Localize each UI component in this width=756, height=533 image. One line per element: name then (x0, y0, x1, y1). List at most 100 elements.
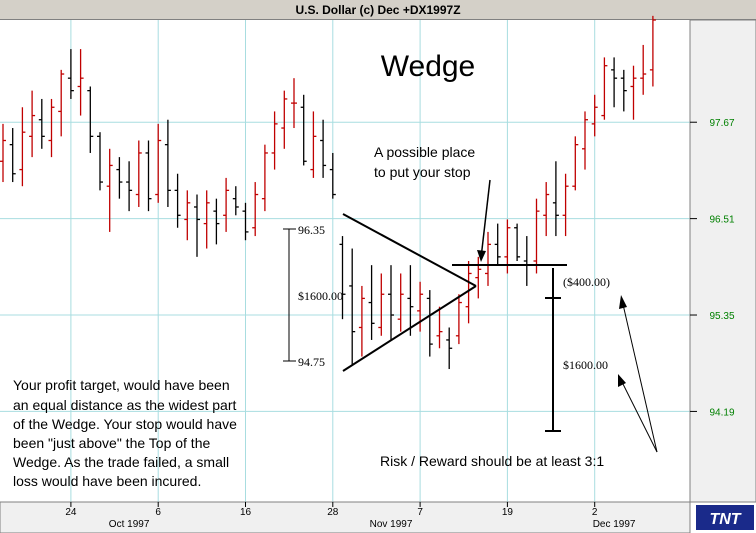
y-tick-label: 97.67 (709, 118, 734, 129)
ohlc-bar (630, 65, 637, 120)
ohlc-bar (19, 107, 26, 187)
ohlc-bar (591, 94, 598, 137)
note-line-3: of the Wedge. Your stop would have (13, 416, 237, 432)
ohlc-bar (9, 128, 16, 183)
x-tick-label: 2 (592, 507, 598, 518)
y-tick-label: 94.19 (709, 407, 734, 418)
ohlc-bar (87, 86, 94, 153)
ohlc-bar (601, 57, 608, 120)
note-line-6: loss would have been incured. (13, 473, 201, 489)
ohlc-bar (446, 327, 453, 370)
ohlc-bar (485, 231, 491, 286)
range-mid-label: $1600.00 (298, 289, 343, 303)
ohlc-bar (611, 57, 618, 108)
stop-text-line-2: to put your stop (374, 164, 471, 180)
stop-annotation: A possible place to put your stop (374, 144, 479, 180)
ohlc-bar (533, 198, 540, 274)
ohlc-bar (388, 265, 394, 340)
note-line-2: an equal distance as the widest part (13, 397, 236, 413)
range-top-label: 96.35 (298, 223, 325, 237)
ohlc-bar (620, 69, 627, 112)
ohlc-bar (417, 281, 424, 332)
ohlc-bar (358, 285, 365, 357)
ohlc-bar (582, 111, 588, 170)
x-tick-label: 24 (65, 507, 77, 518)
ohlc-bar (320, 119, 327, 178)
ohlc-bar (291, 78, 297, 129)
ohlc-bar (184, 190, 191, 241)
ohlc-bar (213, 198, 220, 245)
ohlc-bar (261, 144, 268, 212)
ohlc-bar (455, 294, 462, 345)
stop-arrow-head (477, 250, 486, 262)
ohlc-bar (203, 190, 210, 249)
x-month-label: Nov 1997 (370, 519, 413, 530)
explanation-note: Your profit target, would have been an e… (13, 377, 241, 489)
ohlc-bar (232, 186, 239, 216)
ratio-arrow-2-head (618, 374, 626, 387)
ratio-arrow-1 (621, 299, 658, 453)
window-title: U.S. Dollar (c) Dec +DX1997Z (295, 3, 461, 17)
ohlc-bar (310, 111, 317, 178)
ohlc-bar (174, 173, 181, 228)
ohlc-bar (640, 44, 647, 95)
ohlc-bar (329, 152, 336, 199)
y-axis: 94.19 95.35 96.51 97.67 (690, 118, 735, 418)
ohlc-bar (0, 123, 6, 183)
ohlc-bar (649, 15, 656, 87)
logo-text: TNT (709, 511, 741, 528)
y-tick-label: 96.51 (709, 215, 734, 226)
y-axis-panel (689, 19, 756, 503)
ohlc-bar (126, 161, 133, 212)
wedge-bottom-line (342, 285, 477, 372)
logo-background (696, 505, 754, 530)
ohlc-bar (552, 161, 559, 237)
range-bottom-label: 94.75 (298, 355, 325, 369)
stop-arrow-line (480, 179, 491, 259)
ohlc-bar (514, 223, 521, 261)
plot-area (0, 20, 690, 502)
ohlc-bar (339, 236, 346, 320)
ohlc-bars (0, 15, 656, 370)
ohlc-bar (465, 261, 472, 324)
ohlc-bar (572, 136, 579, 191)
ohlc-bar (38, 98, 45, 149)
ohlc-bar (97, 132, 103, 191)
x-tick-label: 28 (327, 507, 339, 518)
ohlc-bar (562, 173, 569, 237)
ohlc-bar (116, 157, 123, 199)
x-month-label: Oct 1997 (109, 519, 150, 530)
pattern-label: Wedge (381, 50, 476, 83)
x-tick-label: 6 (155, 507, 161, 518)
ohlc-bar (494, 223, 501, 266)
x-tick-label: 16 (240, 507, 252, 518)
grid-lines (0, 20, 690, 502)
ohlc-bar (397, 273, 404, 332)
title-bar: U.S. Dollar (c) Dec +DX1997Z (0, 0, 756, 20)
ohlc-bar (223, 177, 230, 232)
x-tick-label: 19 (502, 507, 514, 518)
ohlc-bar (155, 123, 162, 203)
ohlc-bar (407, 265, 414, 336)
ohlc-bar (145, 140, 152, 212)
ohlc-bar (378, 273, 385, 336)
x-tick-label: 7 (417, 507, 423, 518)
ohlc-bar (436, 306, 443, 349)
ohlc-bar (252, 182, 259, 237)
ohlc-bar (349, 248, 356, 365)
ohlc-bar (164, 119, 171, 207)
ohlc-bar (426, 290, 433, 357)
ohlc-bar (106, 148, 113, 232)
x-axis: 24 6 16 28 7 19 2 Oct 1997 Nov 1997 Dec 1997 (65, 502, 636, 530)
ohlc-bar (543, 182, 550, 237)
ohlc-bar (271, 111, 278, 170)
ohlc-bar (135, 140, 142, 207)
ohlc-bar (29, 90, 36, 158)
stop-text-line-1: A possible place (374, 144, 475, 160)
ratio-text: Risk / Reward should be at least 3:1 (380, 453, 604, 469)
ohlc-bar (242, 202, 249, 241)
note-line-4: been "just above" the Top of the (13, 435, 210, 451)
x-month-label: Dec 1997 (593, 519, 636, 530)
ohlc-bar (58, 69, 65, 137)
